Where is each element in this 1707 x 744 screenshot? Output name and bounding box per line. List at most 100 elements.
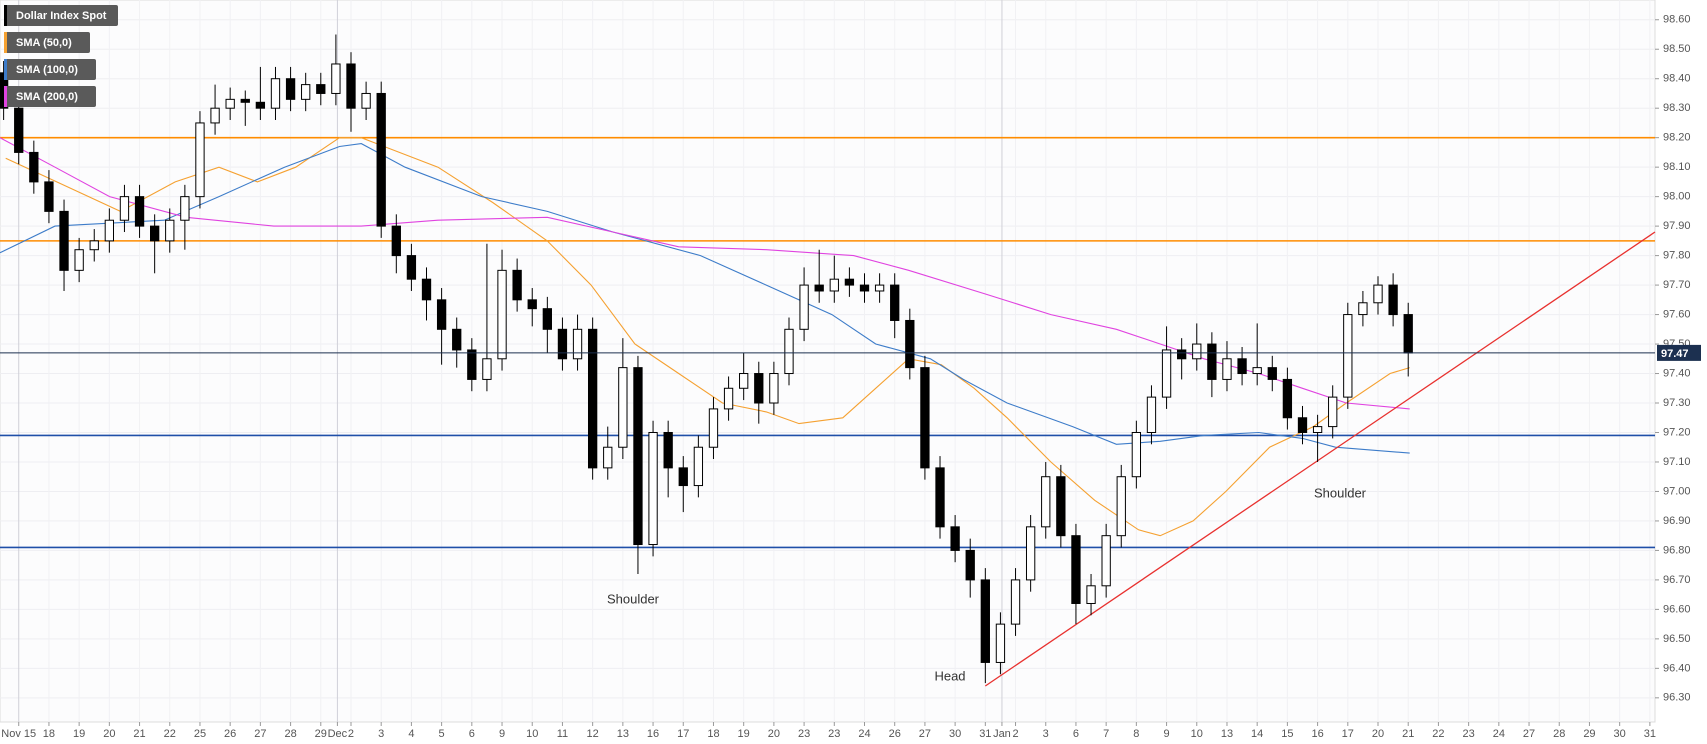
candle-body: [436, 299, 447, 330]
x-tick-label: 26: [224, 728, 236, 740]
x-tick-label: 27: [1523, 728, 1535, 740]
x-tick-label: 9: [1164, 728, 1170, 740]
x-tick-label: 13: [617, 728, 629, 740]
x-tick-label: Nov 15: [1, 728, 36, 740]
candle-body: [1131, 431, 1142, 478]
y-tick-label: 97.20: [1663, 426, 1691, 438]
x-tick-label: 18: [707, 728, 719, 740]
x-tick-label: 2: [348, 728, 354, 740]
y-tick-label: 98.00: [1663, 191, 1691, 203]
y-tick-label: 96.40: [1663, 662, 1691, 674]
legend: Dollar Index Spot SMA (50,0) SMA (100,0)…: [4, 5, 118, 107]
last-price-tag: [1657, 344, 1701, 361]
candle-body: [890, 284, 900, 321]
candle-body: [920, 367, 930, 469]
x-tick-label: 13: [1221, 728, 1233, 740]
x-tick-label: 15: [1281, 728, 1293, 740]
candle-body: [1403, 314, 1413, 354]
candle-body: [1025, 526, 1036, 581]
plot: Shoulder Head Shoulder: [0, 0, 1656, 722]
candle-body: [225, 98, 235, 109]
y-tick-label: 97.70: [1663, 279, 1691, 291]
candle-body: [119, 196, 130, 221]
x-tick-label: 20: [1372, 728, 1384, 740]
y-tick-label: 98.40: [1663, 73, 1691, 85]
annotation: Shoulder: [1314, 485, 1367, 500]
x-tick-label: 18: [43, 728, 55, 740]
legend-box: [4, 86, 96, 107]
candle-body: [285, 78, 296, 100]
candle-body: [1010, 579, 1021, 625]
x-tick-label: 16: [647, 728, 659, 740]
candle-body: [255, 101, 266, 109]
candle-body: [678, 467, 688, 487]
candle-body: [829, 278, 839, 292]
candle-body: [406, 255, 417, 280]
x-tick-label: 23: [1463, 728, 1475, 740]
x-tick-label: 2: [1012, 728, 1018, 740]
candle-body: [1041, 476, 1051, 528]
candle-body: [165, 219, 175, 242]
legend-label: SMA (50,0): [16, 37, 72, 49]
candle-body: [663, 431, 673, 469]
candle-body: [89, 240, 99, 251]
candle-body: [1146, 396, 1157, 433]
candle-body: [331, 63, 341, 94]
legend-box: [4, 32, 90, 53]
candle-body: [1328, 396, 1338, 428]
x-tick-label: 19: [738, 728, 750, 740]
y-tick-label: 98.20: [1663, 132, 1691, 144]
x-tick-label: 22: [164, 728, 176, 740]
y-tick-label: 96.70: [1663, 574, 1691, 586]
x-tick-label: 20: [103, 728, 115, 740]
y-tick-label: 98.10: [1663, 161, 1691, 173]
x-tick-label: 6: [469, 728, 475, 740]
x-tick-label: 30: [1614, 728, 1626, 740]
candle-body: [497, 269, 507, 360]
candle-body: [814, 284, 824, 292]
y-tick-label: 96.60: [1663, 603, 1691, 615]
candle-body: [301, 84, 311, 100]
candle-body: [633, 367, 643, 546]
candle-body: [361, 92, 371, 109]
x-tick-label: 21: [133, 728, 145, 740]
last-price-label: 97.47: [1661, 348, 1689, 360]
candle-body: [1192, 343, 1202, 360]
plot-area: [0, 0, 1656, 723]
candle-body: [195, 122, 205, 198]
candle-body: [346, 63, 356, 109]
candle-body: [995, 623, 1006, 663]
legend-box: [4, 59, 96, 80]
x-tick-label: 3: [1043, 728, 1049, 740]
x-tick-label: 21: [1402, 728, 1414, 740]
y-tick-label: 98.60: [1663, 14, 1691, 26]
candle-body: [452, 328, 462, 351]
x-tick-label: 29: [1583, 728, 1595, 740]
candle-body: [29, 151, 39, 183]
annotation: Head: [934, 668, 965, 683]
candle-body: [572, 328, 583, 360]
candle-body: [421, 278, 432, 301]
candle-body: [905, 319, 915, 369]
x-tick-label: 29: [315, 728, 327, 740]
y-tick-label: 97.90: [1663, 220, 1691, 232]
x-tick-label: 31: [1644, 728, 1656, 740]
y-tick-label: 96.50: [1663, 633, 1691, 645]
candle-body: [1282, 378, 1293, 419]
candle-body: [1056, 476, 1066, 537]
candle-body: [1101, 535, 1111, 587]
x-tick-label: 31: [979, 728, 991, 740]
candle-body: [1222, 358, 1232, 380]
x-tick-label: 7: [1103, 728, 1109, 740]
candle-body: [859, 284, 870, 292]
x-tick-label: 22: [1432, 728, 1444, 740]
legend-swatch: [4, 86, 7, 107]
x-tick-label: 16: [1311, 728, 1323, 740]
candle-body: [512, 269, 522, 301]
x-tick-label: 11: [557, 728, 568, 740]
y-tick-label: 97.30: [1663, 397, 1691, 409]
candle-body: [1237, 358, 1247, 375]
candle-body: [134, 196, 145, 227]
legend-swatch: [4, 32, 7, 53]
